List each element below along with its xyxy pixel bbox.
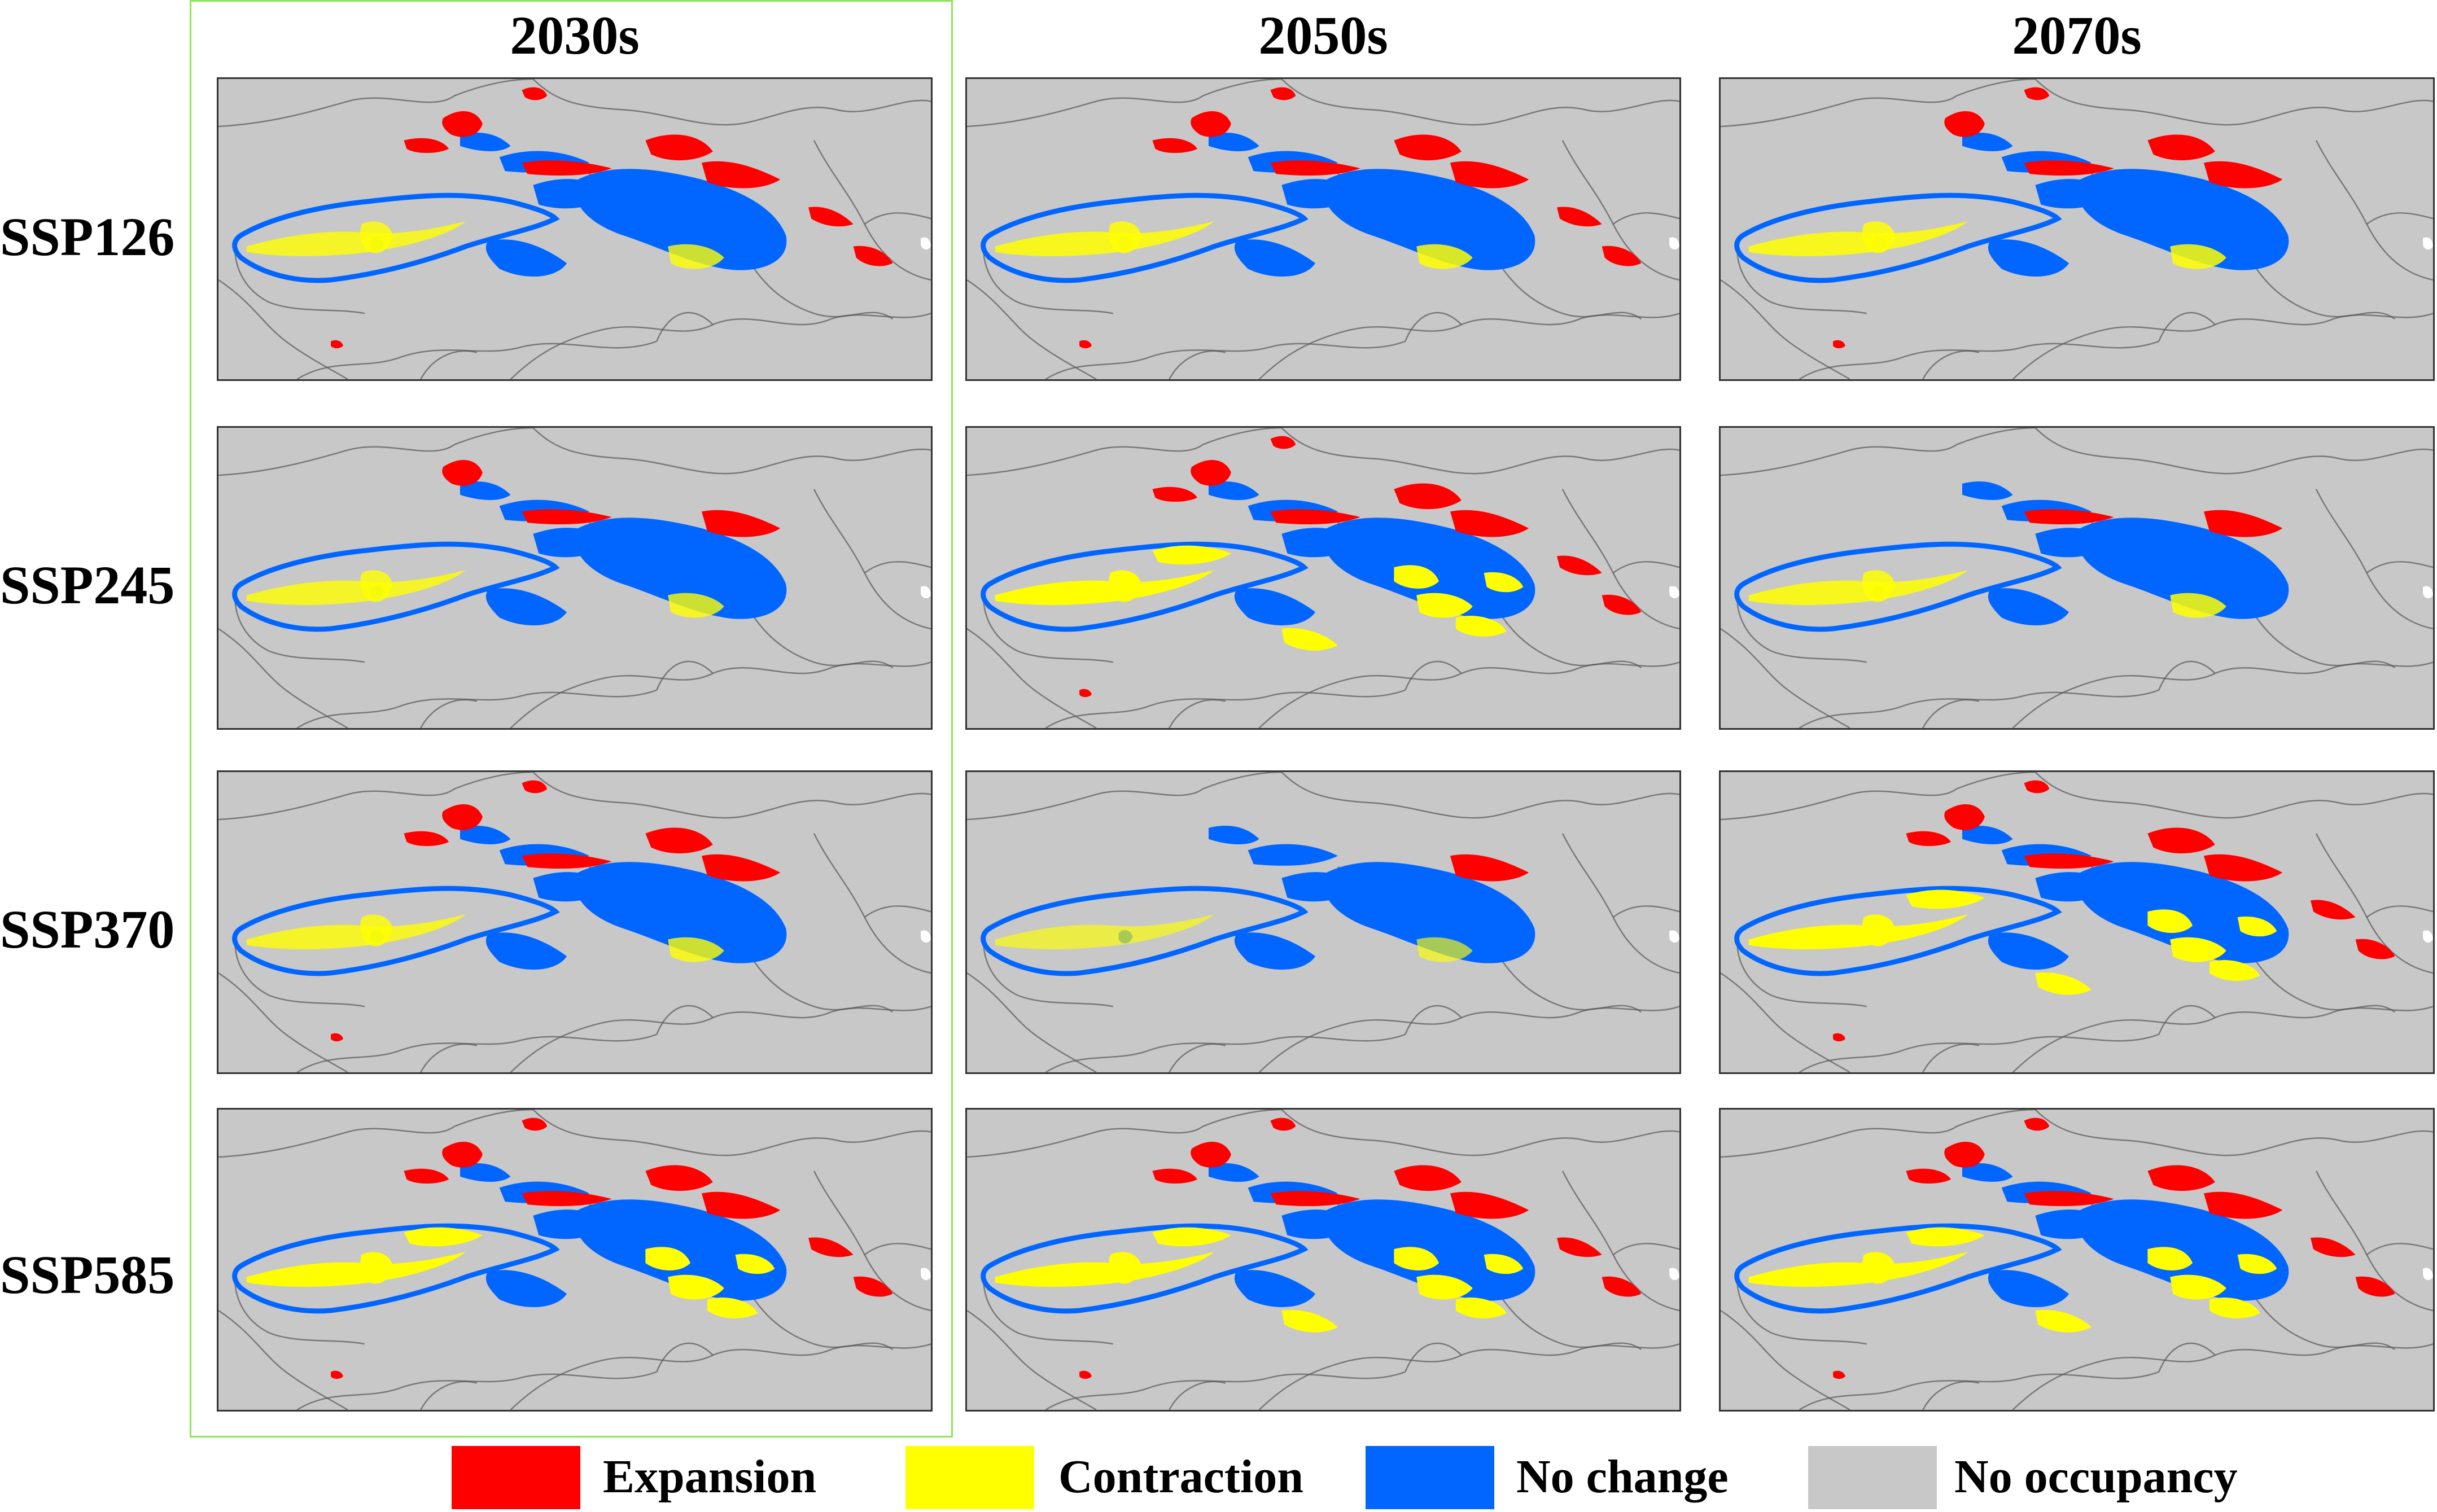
row-label-0: SSP126 xyxy=(0,207,175,267)
map-drawing xyxy=(967,1110,1679,1410)
column-header-1: 2050s xyxy=(1258,5,1388,65)
map-drawing xyxy=(1721,772,2433,1072)
legend-label-2: No change xyxy=(1516,1450,1729,1503)
legend-label-0: Expansion xyxy=(603,1450,817,1503)
map-panel-ssp370-2070s xyxy=(1719,770,2435,1074)
map-drawing xyxy=(218,79,931,379)
legend-swatch-2 xyxy=(1366,1446,1494,1509)
map-panel-ssp370-2050s xyxy=(965,770,1681,1074)
map-panel-ssp245-2070s xyxy=(1719,426,2435,730)
column-header-0: 2030s xyxy=(510,5,640,65)
map-drawing xyxy=(1721,1110,2433,1410)
map-panel-ssp585-2030s xyxy=(217,1108,933,1412)
map-drawing xyxy=(218,772,931,1072)
map-drawing xyxy=(1721,428,2433,728)
column-header-2: 2070s xyxy=(2012,5,2142,65)
row-label-1: SSP245 xyxy=(0,555,175,615)
map-panel-ssp585-2050s xyxy=(965,1108,1681,1412)
legend-label-1: Contraction xyxy=(1058,1450,1303,1503)
selected-column-frame xyxy=(190,0,953,1438)
legend-swatch-1 xyxy=(905,1446,1034,1509)
map-panel-ssp126-2050s xyxy=(965,77,1681,381)
legend-swatch-0 xyxy=(452,1446,580,1509)
map-panel-ssp245-2030s xyxy=(217,426,933,730)
map-panel-ssp245-2050s xyxy=(965,426,1681,730)
legend-label-3: No occupancy xyxy=(1954,1450,2238,1503)
map-panel-ssp126-2070s xyxy=(1719,77,2435,381)
map-panel-ssp585-2070s xyxy=(1719,1108,2435,1412)
map-panel-ssp370-2030s xyxy=(217,770,933,1074)
row-label-2: SSP370 xyxy=(0,899,175,959)
map-drawing xyxy=(967,772,1679,1072)
map-drawing xyxy=(218,1110,931,1410)
map-drawing xyxy=(967,428,1679,728)
map-drawing xyxy=(1721,79,2433,379)
map-drawing xyxy=(218,428,931,728)
map-panel-ssp126-2030s xyxy=(217,77,933,381)
legend-swatch-3 xyxy=(1808,1446,1937,1509)
row-label-3: SSP585 xyxy=(0,1244,175,1305)
map-drawing xyxy=(967,79,1679,379)
